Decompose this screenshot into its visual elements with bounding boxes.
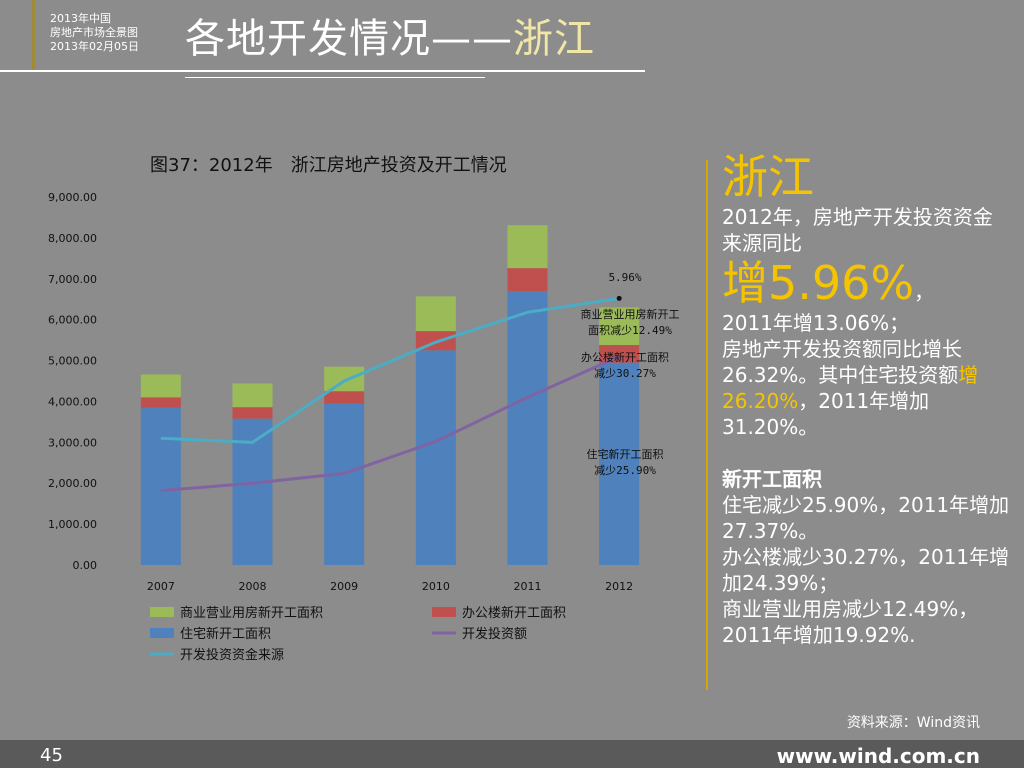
- header-accent-line: [32, 0, 35, 70]
- title-rule-short: [185, 77, 485, 78]
- x-tick-label: 2010: [422, 580, 450, 593]
- bar-segment: [507, 268, 548, 292]
- side-p2: 2011年增13.06%；: [722, 311, 910, 335]
- bar-segment: [599, 362, 640, 565]
- side-p3-tail: ，2011年增加31.20%。: [722, 389, 930, 439]
- y-tick-label: 2,000.00: [48, 477, 97, 490]
- annotation-label: 面积减少12.49%: [588, 324, 672, 337]
- page-title: 各地开发情况——浙江: [185, 6, 595, 64]
- bar-segment: [415, 350, 456, 565]
- legend-label: 住宅新开工面积: [180, 626, 271, 642]
- meta-line-3: 2013年02月05日: [50, 40, 139, 53]
- side-p3: 房地产开发投资额同比增长26.32%。其中住宅投资额: [722, 337, 962, 387]
- side-p4: 住宅减少25.90%，2011年增加27.37%。: [722, 493, 1010, 543]
- bar-segment: [232, 407, 273, 419]
- annotation-label: 减少30.27%: [594, 367, 656, 380]
- bar-segment: [599, 345, 640, 363]
- bar-segment: [140, 407, 181, 565]
- annotation-label: 减少25.90%: [594, 464, 656, 477]
- meta-line-2: 房地产市场全景图: [50, 26, 138, 39]
- legend-label: 开发投资额: [462, 626, 527, 642]
- annotation-label: 住宅新开工面积: [587, 447, 664, 461]
- y-tick-label: 1,000.00: [48, 518, 97, 531]
- side-p1: 2012年，房地产开发投资资金来源同比: [722, 205, 993, 255]
- bar-segment: [140, 397, 181, 408]
- y-tick-label: 6,000.00: [48, 314, 97, 327]
- footer-url: www.wind.com.cn: [776, 744, 980, 768]
- legend-swatch: [150, 628, 174, 638]
- meta-line-1: 2013年中国: [50, 12, 111, 25]
- footer-bar: [0, 740, 1024, 768]
- y-tick-label: 0.00: [73, 559, 98, 572]
- legend-label: 开发投资资金来源: [180, 647, 284, 663]
- chart-title: 图37：2012年 浙江房地产投资及开工情况: [150, 155, 507, 176]
- title-rule: [0, 70, 645, 72]
- legend-swatch: [150, 607, 174, 617]
- bar-segment: [415, 296, 456, 332]
- x-tick-label: 2008: [239, 580, 267, 593]
- bar-segment: [232, 383, 273, 408]
- source-note: 资料来源：Wind资讯: [846, 715, 980, 731]
- annotation-label: 办公楼新开工面积: [581, 350, 669, 364]
- y-tick-label: 4,000.00: [48, 395, 97, 408]
- y-tick-label: 9,000.00: [48, 191, 97, 204]
- y-tick-label: 5,000.00: [48, 355, 97, 368]
- x-tick-label: 2012: [605, 580, 633, 593]
- side-heading: 浙江: [722, 150, 814, 204]
- x-tick-label: 2011: [514, 580, 542, 593]
- y-tick-label: 7,000.00: [48, 273, 97, 286]
- page-title-main: 各地开发情况——: [185, 16, 513, 62]
- annotation-label: 5.96%: [608, 271, 641, 284]
- annotation-label: 商业营业用房新开工: [581, 307, 680, 321]
- bar-segment: [324, 391, 365, 404]
- legend-swatch: [432, 607, 456, 617]
- side-highlight-2: 增26.20%: [722, 363, 979, 413]
- side-p1-tail: ，: [914, 280, 935, 304]
- bar-segment: [507, 225, 548, 269]
- bar-segment: [507, 291, 548, 565]
- side-panel: 浙江 2012年，房地产开发投资资金来源同比 增5.96%， 2011年增13.…: [722, 150, 1012, 648]
- chart-svg: 0.00 1,000.00 2,000.00 3,000.00 4,000.00 5,00…: [48, 191, 680, 663]
- side-p6: 商业营业用房减少12.49%，2011年增加19.92%.: [722, 597, 979, 647]
- data-point-marker: [616, 295, 622, 301]
- series-line: [160, 296, 620, 444]
- y-tick-label: 8,000.00: [48, 232, 97, 245]
- page-title-sub: 浙江: [513, 16, 595, 62]
- bar-segment: [324, 403, 365, 565]
- legend-label: 商业营业用房新开工面积: [180, 605, 323, 621]
- side-highlight-1: 增5.96%: [722, 256, 915, 310]
- side-p5: 办公楼减少30.27%，2011年增加24.39%；: [722, 545, 1010, 595]
- legend-label: 办公楼新开工面积: [462, 605, 566, 621]
- x-tick-label: 2009: [330, 580, 358, 593]
- y-tick-label: 3,000.00: [48, 436, 97, 449]
- side-section-title: 新开工面积: [722, 467, 822, 491]
- chart-area: 图37：2012年 浙江房地产投资及开工情况 0.00 1,000.00 2,000…: [40, 145, 710, 680]
- side-accent-line: [706, 160, 708, 690]
- bar-segment: [140, 374, 181, 398]
- x-tick-label: 2007: [147, 580, 175, 593]
- bar-segment: [324, 366, 365, 392]
- header-meta: 2013年中国 房地产市场全景图 2013年02月05日: [50, 12, 139, 54]
- page-number: 45: [40, 745, 63, 766]
- series-line: [160, 355, 620, 493]
- bar-segment: [599, 307, 640, 346]
